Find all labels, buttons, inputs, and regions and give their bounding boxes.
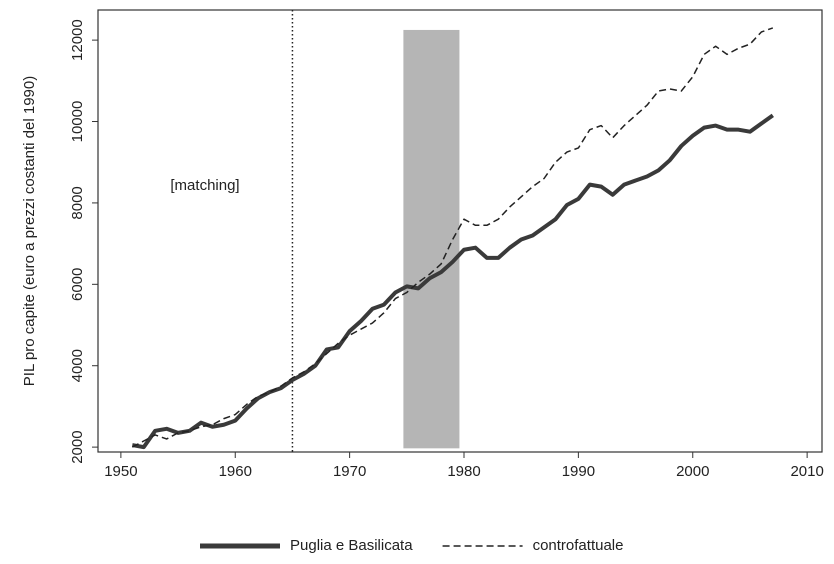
annotation: [matching]: [170, 177, 239, 194]
x-tick-label: 1980: [447, 463, 480, 480]
legend-label: Puglia e Basilicata: [290, 537, 413, 554]
plot-frame: [97, 9, 823, 453]
y-tick-label: 10000: [69, 101, 86, 143]
x-tick-label: 1950: [104, 463, 137, 480]
x-tick-label: 1960: [219, 463, 252, 480]
y-axis-label: PIL pro capite (euro a prezzi costanti d…: [21, 76, 38, 386]
x-tick-label: 1970: [333, 463, 366, 480]
legend-label: controfattuale: [533, 537, 624, 554]
y-tick-label: 2000: [69, 430, 86, 463]
series-line: [131, 113, 774, 450]
y-tick-label: 8000: [69, 186, 86, 219]
y-tick-label: 12000: [69, 19, 86, 61]
y-tick-label: 6000: [69, 268, 86, 301]
series-line: [131, 27, 774, 448]
x-tick-label: 2000: [676, 463, 709, 480]
y-tick-label: 4000: [69, 349, 86, 382]
shaded-region: [403, 29, 460, 449]
x-tick-label: 1990: [562, 463, 595, 480]
x-tick-label: 2010: [790, 463, 823, 480]
